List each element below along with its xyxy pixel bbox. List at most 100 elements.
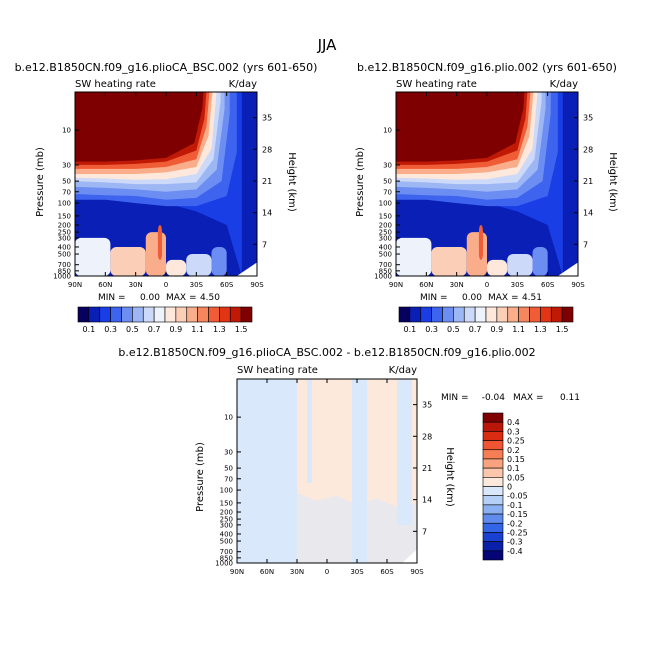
colorbar-swatch (197, 306, 209, 323)
y-tick-label: 150 (58, 212, 71, 220)
colorbar-label: 0.4 (507, 418, 520, 427)
panel-1-title: b.e12.B1850CN.f09_g16.plioCA_BSC.002 (yr… (15, 61, 318, 74)
panel-2-colorbar: 0.1 0.3 0.5 0.7 0.9 1.1 1.3 1.5 (398, 306, 574, 334)
x-tick-label: 30N (290, 568, 304, 576)
y-tick-label: 70 (224, 475, 233, 483)
colorbar-swatch (529, 306, 541, 323)
x-tick-label: 0 (164, 281, 168, 289)
y-tick-label: 100 (220, 487, 233, 495)
y-tick-label: 700 (379, 261, 392, 269)
colorbar-label: 1.5 (556, 325, 569, 334)
colorbar-swatch (88, 306, 101, 323)
contour-blob (145, 232, 166, 276)
panel-2-plot-area (395, 91, 579, 277)
colorbar-label: 0.3 (425, 325, 438, 334)
y-tick-label: 250 (220, 516, 233, 524)
panel-3-plot-area (236, 378, 418, 564)
colorbar-swatch (482, 513, 504, 524)
contour-blob (507, 254, 533, 276)
colorbar-swatch (482, 495, 504, 506)
y2-tick-label: 28 (583, 145, 593, 154)
x-tick-label: 90S (410, 568, 424, 576)
contour-band (396, 92, 525, 162)
y-tick-label: 850 (58, 267, 71, 275)
contour-blob (186, 254, 212, 276)
y-tick-label: 400 (379, 243, 392, 251)
panel-3-left-label: SW heating rate (237, 365, 318, 376)
panel-3-max-value: 0.11 (560, 393, 580, 403)
colorbar-swatch (208, 306, 220, 323)
y-tick-label: 10 (62, 127, 71, 135)
colorbar-swatch (175, 306, 188, 323)
colorbar-swatch (164, 306, 177, 323)
colorbar-swatch (482, 532, 504, 542)
colorbar-label: 0 (507, 483, 512, 492)
y-tick-label: 300 (220, 521, 233, 529)
colorbar-label: 0.9 (170, 325, 183, 334)
colorbar-label: 0.9 (491, 325, 504, 334)
colorbar-swatch (474, 306, 487, 323)
contour-blob (466, 232, 487, 276)
colorbar-label: 0.1 (404, 325, 417, 334)
panel-3-y2label: Height (km) (444, 447, 455, 507)
colorbar-swatch (431, 306, 443, 323)
panel-1-colorbar: 0.1 0.3 0.5 0.7 0.9 1.1 1.3 1.5 (77, 306, 253, 334)
colorbar-swatch (398, 306, 411, 323)
y-tick-label: 400 (220, 530, 233, 538)
colorbar-label: -0.3 (507, 538, 523, 547)
contour-blob (75, 237, 111, 276)
colorbar-swatch (482, 477, 504, 487)
colorbar-swatch (77, 306, 90, 323)
colorbar-swatch (485, 306, 498, 323)
y-tick-label: 30 (383, 161, 392, 169)
colorbar-label: 0.1 (83, 325, 96, 334)
x-tick-label: 60N (260, 568, 274, 576)
panel-2-axes: 90N 60N 30N 0 30S 60S 90S103050701001502002503… (374, 92, 593, 289)
y-tick-label: 700 (220, 548, 233, 556)
panel-3-min-value: -0.04 (482, 393, 506, 403)
contour-blob (157, 225, 162, 260)
y-tick-label: 850 (379, 267, 392, 275)
colorbar-label: -0.2 (507, 519, 523, 528)
colorbar-swatch (482, 467, 504, 478)
y-tick-label: 100 (379, 200, 392, 208)
contour-blob (110, 246, 146, 276)
panel-1: b.e12.B1850CN.f09_g16.plioCA_BSC.002 (yr… (15, 61, 318, 334)
colorbar-label: 1.3 (534, 325, 547, 334)
x-tick-label: 90S (250, 281, 264, 289)
panel-3-ylabel: Pressure (mb) (195, 442, 206, 512)
y-tick-label: 200 (220, 509, 233, 517)
contour-blob (211, 246, 227, 276)
x-tick-label: 90S (571, 281, 585, 289)
colorbar-swatch (540, 306, 552, 323)
panel-1-axes: 90N 60N 30N 0 30S 60S 90S103050701001502002503… (53, 92, 272, 289)
colorbar-label: 0.25 (507, 437, 525, 446)
x-tick-label: 30S (350, 568, 364, 576)
contour-band (75, 92, 204, 162)
colorbar-swatch (409, 306, 422, 323)
terrain-mask (557, 262, 578, 276)
y-tick-label: 1000 (215, 560, 233, 568)
colorbar-label: 0.3 (507, 427, 520, 436)
y2-tick-label: 21 (422, 464, 432, 473)
colorbar-swatch (482, 541, 504, 552)
y-tick-label: 250 (379, 229, 392, 237)
y-tick-label: 300 (58, 234, 71, 242)
panel-3-colorbar: 0.40.30.250.20.150.10.050-0.05-0.1-0.15-… (482, 412, 528, 561)
y-tick-label: 30 (62, 161, 71, 169)
y-tick-label: 500 (58, 251, 71, 259)
contour-blob (487, 259, 508, 276)
colorbar-label: 0.7 (148, 325, 161, 334)
panel-2-ylabel: Pressure (mb) (355, 147, 366, 217)
panel-3-right-label: K/day (389, 365, 417, 376)
y-tick-label: 30 (224, 448, 233, 456)
x-tick-label: 30N (450, 281, 464, 289)
y-tick-label: 850 (220, 554, 233, 562)
y-tick-label: 200 (58, 222, 71, 230)
panel-1-left-label: SW heating rate (75, 79, 156, 90)
panel-3-axes: 90N 60N 30N 0 30S 60S 90S103050701001502002503… (215, 379, 432, 576)
x-tick-label: 90N (389, 281, 403, 289)
y-tick-label: 50 (224, 465, 233, 473)
panel-2-min-value: 0.00 (462, 293, 482, 303)
